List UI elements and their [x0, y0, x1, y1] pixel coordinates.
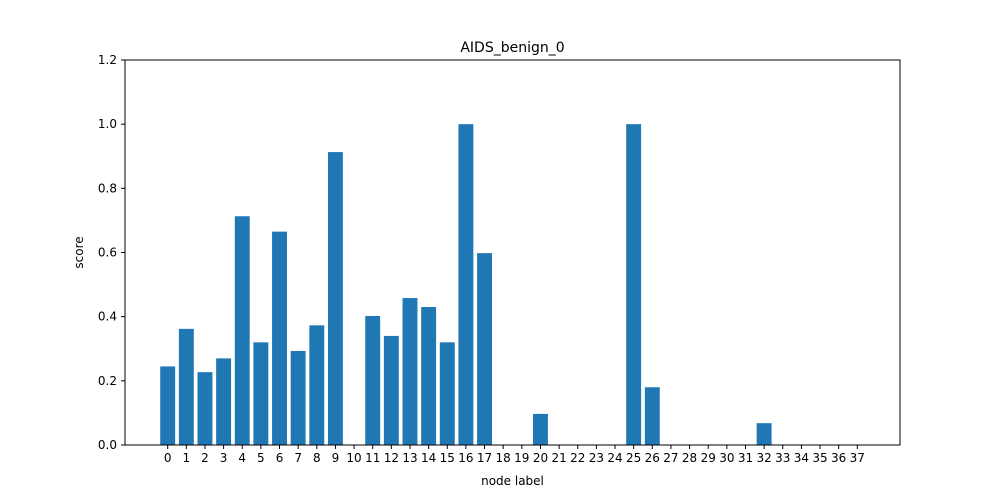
bar-node-20 — [533, 413, 548, 445]
x-tick-label: 14 — [421, 451, 436, 465]
x-tick-label: 34 — [794, 451, 809, 465]
y-axis-label: score — [72, 236, 86, 268]
y-tick-label: 0.0 — [98, 438, 117, 452]
x-tick-label: 23 — [589, 451, 604, 465]
bar-node-5 — [253, 342, 269, 445]
x-tick-label: 20 — [533, 451, 548, 465]
x-tick-label: 22 — [570, 451, 585, 465]
bar-node-11 — [365, 316, 381, 445]
bar-node-3 — [216, 358, 232, 446]
bar-node-9 — [327, 152, 343, 445]
x-tick-label: 11 — [365, 451, 380, 465]
bar-node-26 — [644, 387, 660, 445]
x-tick-label: 15 — [440, 451, 455, 465]
x-tick-label: 33 — [775, 451, 790, 465]
bar-node-13 — [402, 298, 418, 445]
bar-node-8 — [309, 325, 325, 445]
x-tick-label: 13 — [402, 451, 417, 465]
x-axis-ticks: 0 1 2 3 4 5 6 7 8 9 10 11 12 13 14 15 16 17 18 19 20 21 22 23 24… — [164, 445, 865, 465]
bar-node-14 — [421, 307, 437, 445]
x-tick-label: 26 — [645, 451, 660, 465]
y-tick-label: 0.4 — [98, 310, 117, 324]
x-tick-label: 6 — [276, 451, 284, 465]
x-tick-label: 18 — [496, 451, 511, 465]
x-axis-label: node label — [481, 474, 544, 488]
chart-title: AIDS_benign_0 — [460, 40, 564, 56]
bar-node-0 — [160, 366, 176, 445]
bar-node-6 — [272, 231, 287, 445]
x-tick-label: 32 — [756, 451, 771, 465]
bars-layer — [160, 124, 772, 446]
x-tick-label: 3 — [220, 451, 228, 465]
bar-node-4 — [234, 216, 250, 445]
bar-node-12 — [383, 335, 399, 445]
x-tick-label: 27 — [663, 451, 678, 465]
bar-node-25 — [626, 124, 642, 446]
x-tick-label: 24 — [607, 451, 622, 465]
bar-node-7 — [290, 351, 306, 445]
x-tick-label: 8 — [313, 451, 321, 465]
bar-node-32 — [756, 423, 772, 445]
y-tick-label: 0.8 — [98, 181, 117, 195]
x-tick-label: 2 — [201, 451, 209, 465]
y-tick-label: 1.0 — [98, 117, 117, 131]
plot-frame — [124, 59, 901, 446]
x-tick-label: 10 — [346, 451, 361, 465]
x-tick-label: 4 — [238, 451, 246, 465]
x-tick-label: 19 — [514, 451, 529, 465]
y-tick-label: 0.2 — [98, 374, 117, 388]
x-tick-label: 37 — [850, 451, 865, 465]
bar-node-17 — [477, 253, 492, 445]
x-tick-label: 1 — [183, 451, 191, 465]
bar-node-1 — [178, 328, 194, 445]
x-tick-label: 29 — [701, 451, 716, 465]
y-tick-label: 0.6 — [98, 246, 117, 260]
x-tick-label: 25 — [626, 451, 641, 465]
bar-node-2 — [197, 372, 213, 445]
x-tick-label: 7 — [294, 451, 302, 465]
x-tick-label: 0 — [164, 451, 172, 465]
x-tick-label: 35 — [812, 451, 827, 465]
x-tick-label: 28 — [682, 451, 697, 465]
y-axis-ticks: 0.0 0.2 0.4 0.6 0.8 1.0 1.2 — [98, 53, 125, 452]
bar-node-15 — [439, 342, 455, 445]
x-tick-label: 12 — [384, 451, 399, 465]
x-tick-label: 5 — [257, 451, 265, 465]
y-tick-label: 1.2 — [98, 53, 117, 67]
x-tick-label: 30 — [719, 451, 734, 465]
x-tick-label: 17 — [477, 451, 492, 465]
x-tick-label: 9 — [332, 451, 340, 465]
x-tick-label: 21 — [551, 451, 566, 465]
x-tick-label: 16 — [458, 451, 473, 465]
bar-node-16 — [458, 124, 474, 446]
x-tick-label: 31 — [738, 451, 753, 465]
x-tick-label: 36 — [831, 451, 846, 465]
